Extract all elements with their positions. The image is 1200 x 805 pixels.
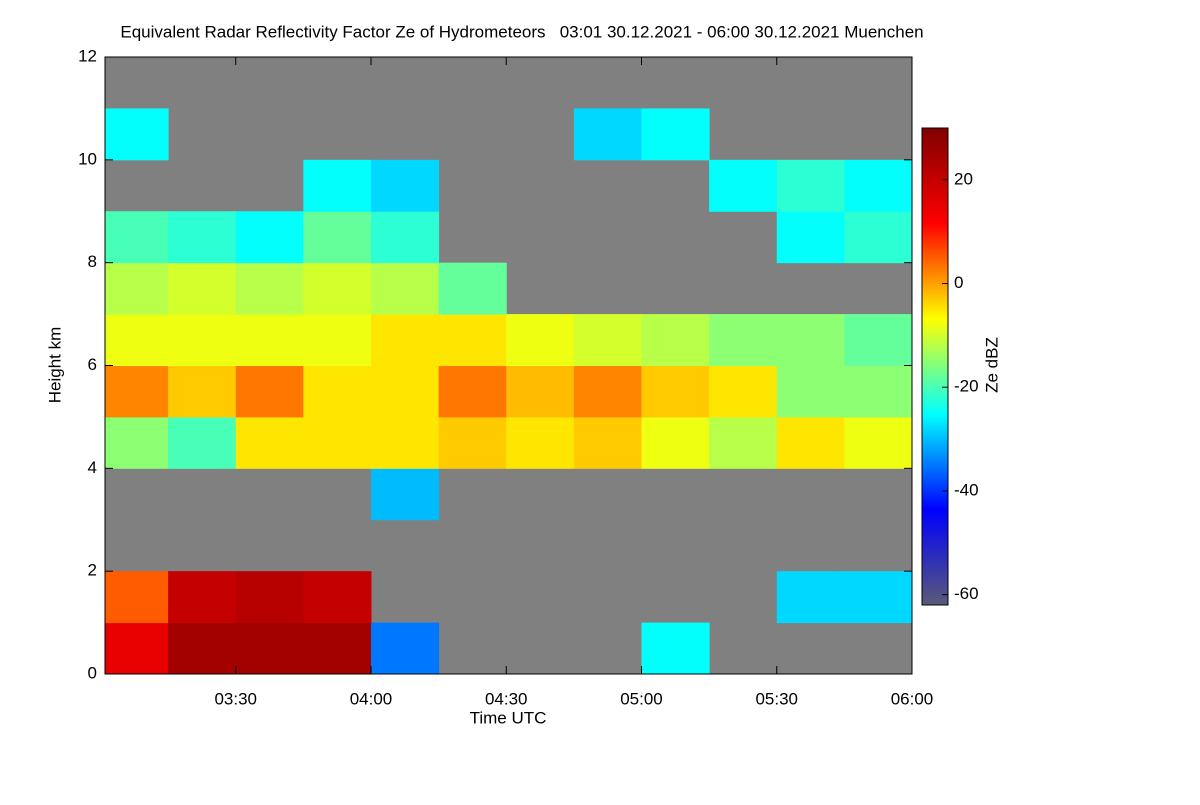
heat-cell bbox=[105, 211, 169, 264]
heat-cell bbox=[776, 571, 845, 624]
heat-cell bbox=[573, 365, 642, 418]
heat-cell bbox=[438, 314, 507, 366]
x-axis-label: Time UTC bbox=[470, 708, 547, 727]
heat-cell bbox=[303, 159, 372, 212]
heat-cell bbox=[168, 262, 237, 315]
heat-cell bbox=[776, 159, 845, 212]
heat-cell bbox=[776, 416, 845, 469]
heat-cell bbox=[438, 416, 507, 469]
heat-cell bbox=[776, 314, 845, 366]
heat-cell bbox=[105, 108, 169, 161]
heat-cell bbox=[370, 159, 440, 212]
heat-cell bbox=[105, 262, 169, 315]
y-tick-label: 8 bbox=[88, 252, 97, 271]
heat-cell bbox=[303, 571, 372, 624]
chart-title: Equivalent Radar Reflectivity Factor Ze … bbox=[120, 22, 923, 41]
heat-cell bbox=[303, 416, 372, 469]
heat-cell bbox=[709, 416, 778, 469]
heat-cell bbox=[235, 622, 304, 675]
y-tick-label: 2 bbox=[88, 561, 97, 580]
heat-cell bbox=[844, 416, 913, 469]
colorbar-tick-label: -20 bbox=[954, 377, 979, 396]
heat-cell bbox=[235, 211, 304, 264]
heat-cell bbox=[370, 365, 440, 418]
heat-cell bbox=[709, 159, 778, 212]
heat-cell bbox=[641, 314, 710, 366]
y-tick-label: 0 bbox=[88, 663, 97, 682]
heat-cell bbox=[709, 314, 778, 366]
y-axis-label: Height km bbox=[45, 327, 64, 404]
heat-cell bbox=[303, 211, 372, 264]
heat-cell bbox=[303, 365, 372, 418]
heat-cell bbox=[370, 262, 440, 315]
heat-cell bbox=[776, 211, 845, 264]
heat-cell bbox=[370, 468, 440, 521]
colorbar-tick-label: -40 bbox=[954, 480, 979, 499]
heat-cell bbox=[370, 314, 440, 366]
colorbar-label: Ze dBZ bbox=[982, 337, 1001, 393]
heat-cell bbox=[168, 365, 237, 418]
heat-cell bbox=[168, 211, 237, 264]
heat-cell bbox=[573, 416, 642, 469]
heat-cell bbox=[438, 262, 507, 315]
heat-cell bbox=[168, 416, 237, 469]
heat-cell bbox=[235, 416, 304, 469]
heat-cell bbox=[235, 571, 304, 624]
heat-cell bbox=[370, 622, 440, 675]
heat-cell bbox=[844, 365, 913, 418]
heat-cell bbox=[370, 211, 440, 264]
heat-cell bbox=[506, 416, 575, 469]
x-tick-label: 05:00 bbox=[620, 689, 663, 708]
heat-cell bbox=[844, 159, 913, 212]
heat-cell bbox=[105, 622, 169, 675]
heat-cell bbox=[303, 262, 372, 315]
x-tick-label: 03:30 bbox=[214, 689, 257, 708]
heat-cell bbox=[573, 314, 642, 366]
x-tick-label: 06:00 bbox=[891, 689, 934, 708]
heat-cell bbox=[105, 365, 169, 418]
heat-cell bbox=[168, 314, 237, 366]
heat-cell bbox=[506, 365, 575, 418]
x-tick-label: 04:00 bbox=[350, 689, 393, 708]
y-tick-label: 4 bbox=[88, 458, 97, 477]
heat-cell bbox=[235, 314, 304, 366]
heat-cell bbox=[641, 365, 710, 418]
colorbar-tick-label: 20 bbox=[954, 169, 973, 188]
heat-cell bbox=[844, 571, 913, 624]
heat-cell bbox=[709, 365, 778, 418]
heat-cell bbox=[303, 314, 372, 366]
heat-cell bbox=[168, 571, 237, 624]
x-tick-label: 04:30 bbox=[485, 689, 528, 708]
heat-cell bbox=[506, 314, 575, 366]
heat-cell bbox=[573, 108, 642, 161]
heat-cell bbox=[641, 416, 710, 469]
colorbar bbox=[921, 127, 949, 606]
heat-cell bbox=[303, 622, 372, 675]
colorbar-tick-label: 0 bbox=[954, 273, 963, 292]
colorbar-tick-label: -60 bbox=[954, 584, 979, 603]
heat-cell bbox=[844, 211, 913, 264]
heat-cell bbox=[168, 622, 237, 675]
heat-cell bbox=[641, 108, 710, 161]
heat-cell bbox=[105, 571, 169, 624]
heat-cell bbox=[235, 262, 304, 315]
heat-cell bbox=[776, 365, 845, 418]
heat-cell bbox=[370, 416, 440, 469]
y-tick-label: 10 bbox=[78, 149, 97, 168]
heat-cell bbox=[235, 365, 304, 418]
heat-cell bbox=[641, 622, 710, 675]
heat-cell bbox=[105, 416, 169, 469]
y-tick-label: 6 bbox=[88, 355, 97, 374]
heat-cell bbox=[105, 314, 169, 366]
x-tick-label: 05:30 bbox=[755, 689, 798, 708]
heat-cell bbox=[844, 314, 913, 366]
heat-cell bbox=[438, 365, 507, 418]
y-tick-label: 12 bbox=[78, 46, 97, 65]
